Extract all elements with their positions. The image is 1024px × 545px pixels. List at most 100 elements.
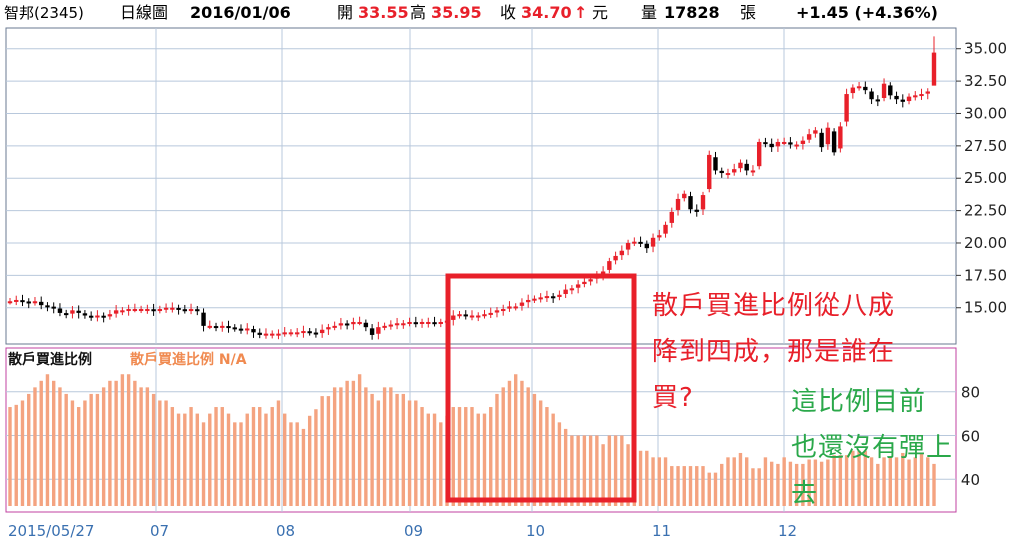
volume-ratio-bar	[701, 466, 705, 506]
candle-body	[925, 91, 930, 94]
volume-ratio-bar	[108, 380, 112, 506]
volume-ratio-bar	[926, 457, 930, 506]
candle-body	[101, 315, 106, 318]
volume-ratio-bar	[76, 407, 81, 506]
candle-body	[313, 332, 319, 335]
candle-body	[863, 86, 868, 91]
candle-body	[569, 288, 575, 291]
candle-body	[338, 323, 344, 326]
candle-body	[138, 309, 144, 312]
volume-ratio-bar	[432, 413, 437, 506]
candle-body	[39, 301, 44, 306]
candle-body	[126, 309, 131, 312]
date-tick-label: 2015/05/27	[8, 522, 94, 540]
volume-ratio-bar	[713, 472, 718, 506]
volume-ratio-bar	[407, 400, 412, 506]
price-tick-label: 15.00	[964, 299, 1007, 317]
volume-ratio-bar	[813, 459, 818, 506]
volume-ratio-bar	[357, 374, 362, 506]
volume-ratio-bar	[869, 457, 874, 506]
stock-name: 智邦(2345)	[4, 4, 84, 22]
volume-ratio-bar	[401, 393, 406, 506]
volume-ratio-bar	[183, 413, 187, 506]
candle-body	[45, 305, 50, 308]
volume-ratio-bar	[888, 457, 892, 506]
volume-ratio-bar	[114, 380, 118, 506]
volume-ratio-bar	[582, 435, 587, 506]
volume-ratio-bar	[382, 387, 387, 506]
candle-body	[600, 271, 606, 275]
candle-body	[51, 306, 56, 309]
volume-ratio-bar	[570, 435, 574, 506]
candle-body	[563, 289, 568, 295]
volume-ratio-bar	[58, 387, 62, 506]
candle-body	[688, 196, 693, 210]
volume-ratio-bar	[258, 407, 262, 506]
candle-body	[363, 322, 369, 328]
volume-ratio-bar	[501, 387, 505, 506]
candle-body	[307, 331, 312, 334]
volume-ratio-bar	[776, 463, 780, 506]
candle-body	[163, 307, 169, 310]
volume-ratio-bar	[626, 444, 630, 506]
candle-body	[625, 242, 631, 250]
volume-ratio-bar	[919, 452, 924, 506]
volume-ratio-bar	[863, 450, 868, 506]
high-value: 35.95	[431, 3, 482, 22]
volume-ratio-bar	[376, 400, 381, 506]
volume-ratio-bar	[414, 400, 418, 506]
volume-ratio-bar	[763, 457, 768, 506]
candle-body	[894, 95, 899, 100]
candle-body	[270, 333, 275, 336]
candle-body	[482, 314, 487, 317]
volume-ratio-bar	[819, 461, 824, 506]
volume-ratio-bar	[732, 457, 736, 506]
volume-ratio-bar	[476, 413, 480, 506]
date-axis: 2015/05/27 07 08 09 10 11 12	[8, 522, 797, 540]
candle-body	[488, 312, 493, 315]
volume-ratio-bar	[239, 422, 243, 506]
candle-body	[794, 144, 799, 147]
volume-ratio-bar	[832, 455, 836, 506]
candle-body	[844, 94, 849, 122]
volume-ratio-bar	[133, 380, 137, 506]
high-label: 高	[410, 3, 427, 22]
period-label: 日線圖	[120, 3, 169, 22]
candle-body	[457, 314, 462, 317]
annotation-red-line: 降到四成，那是誰在	[652, 337, 896, 367]
date-tick-label: 11	[652, 522, 671, 540]
candle-body	[401, 323, 406, 326]
volume-ratio-bar	[420, 407, 424, 506]
volume-ratio-bar	[482, 413, 487, 506]
candle-body	[575, 284, 581, 288]
volume-ratio-bar	[782, 457, 786, 506]
candle-body	[263, 333, 269, 336]
candle-body	[619, 250, 625, 256]
candle-body	[170, 307, 175, 310]
candle-body	[613, 255, 618, 261]
volume-ratio-bar	[538, 400, 543, 506]
candle-body	[95, 315, 100, 318]
price-tick-label: 27.50	[964, 137, 1007, 155]
candle-body	[607, 261, 612, 270]
volume-ratio-bar	[395, 393, 399, 506]
volume-ratio-bar	[682, 466, 686, 506]
candle-body	[32, 301, 38, 304]
volume-ratio-bar	[370, 393, 374, 506]
volume-ratio-bar	[551, 413, 555, 506]
candle-body	[513, 306, 518, 309]
volume-ratio-bar	[320, 396, 324, 506]
candle-body	[550, 296, 556, 299]
volume-ratio-bar	[451, 407, 455, 506]
date-tick-label: 10	[526, 522, 545, 540]
candle-body	[438, 321, 443, 324]
candle-body	[220, 325, 225, 328]
volume-ratio-bar	[439, 422, 443, 506]
volume-ratio-bar	[307, 415, 312, 506]
candle-body	[744, 163, 749, 171]
volume-ratio-bar	[620, 435, 624, 506]
volume-value: 17828	[664, 3, 720, 22]
candle-body	[644, 243, 650, 249]
volume-ratio-bar	[844, 455, 849, 506]
date-tick-label: 12	[778, 522, 797, 540]
